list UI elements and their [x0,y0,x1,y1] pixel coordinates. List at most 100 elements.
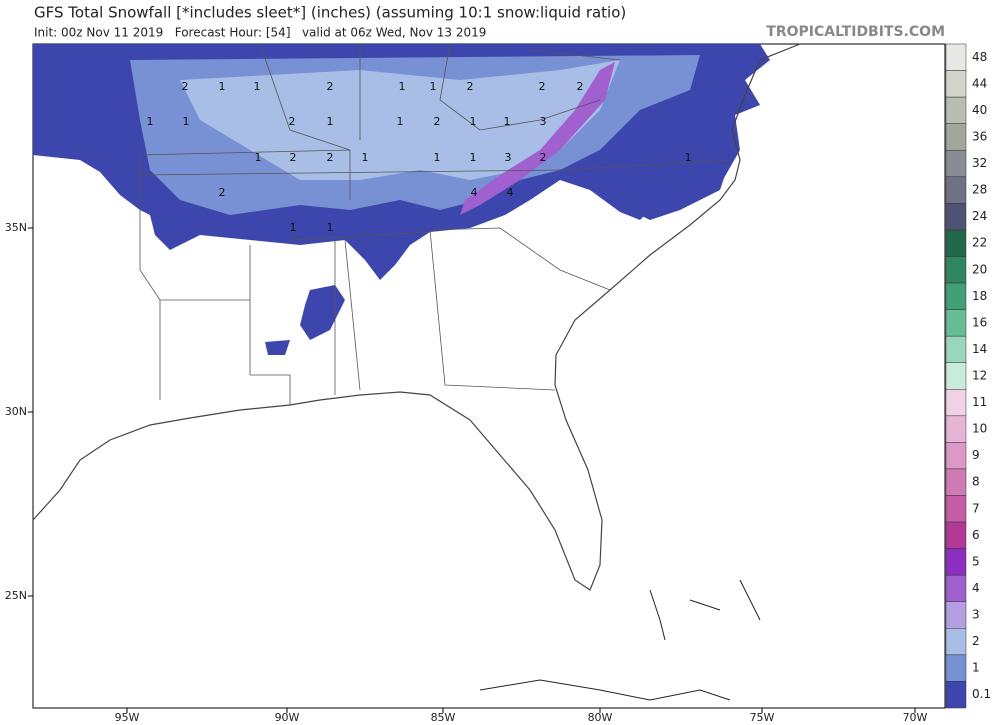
legend-swatch [945,123,967,151]
legend-label: 24 [972,209,987,223]
legend-swatch [945,389,967,417]
legend-label: 1 [972,661,980,675]
legend-label: 9 [972,448,980,462]
contour-label: 1 [397,115,404,128]
contour-label: 1 [254,80,261,93]
legend-label: 18 [972,289,987,303]
state-borders [139,43,731,405]
legend-label: 6 [972,528,980,542]
legend-swatch [945,176,967,204]
lon-label: 75W [750,711,775,724]
legend-swatch [945,256,967,284]
snow-area [265,110,730,355]
contour-label: 2 [327,151,334,164]
legend-label: 2 [972,634,980,648]
legend-label: 22 [972,236,987,250]
contour-label: 2 [219,186,226,199]
legend-label: 3 [972,608,980,622]
contour-label: 1 [504,115,511,128]
site-credit: TROPICALTIDBITS.COM [766,24,945,40]
islands [479,579,761,701]
snow-area [460,62,615,215]
contour-label: 2 [540,151,547,164]
legend-swatch [945,309,967,337]
legend-swatch [945,203,967,231]
contour-label: 1 [290,221,297,234]
legend-swatch [945,70,967,98]
legend-swatch [945,415,967,443]
contour-label: 2 [290,151,297,164]
contour-label: 1 [685,151,692,164]
map-area [32,43,946,709]
legend-swatch [945,654,967,682]
lat-label: 30N [5,405,27,418]
contour-label: 1 [399,80,406,93]
contour-label: 1 [470,115,477,128]
lon-label: 70W [903,711,928,724]
legend-label: 16 [972,315,987,329]
contour-label: 1 [362,151,369,164]
legend-swatch [945,96,967,124]
subtitle: Init: 00z Nov 11 2019 Forecast Hour: [54… [34,26,486,40]
contour-label: 1 [183,115,190,128]
legend-label: 10 [972,422,987,436]
title: GFS Total Snowfall [*includes sleet*] (i… [34,4,626,22]
contour-label: 1 [327,115,334,128]
contour-label: 1 [327,221,334,234]
contour-label: 1 [219,80,226,93]
legend-label: 44 [972,76,987,90]
legend-swatch [945,574,967,603]
legend-label: 0.1 [972,687,991,701]
legend-label: 20 [972,262,987,276]
contour-label: 1 [434,151,441,164]
contour-label: 2 [327,80,334,93]
lon-label: 90W [275,711,300,724]
contour-label: 2 [467,80,474,93]
lat-label: 25N [5,589,27,602]
contour-label: 4 [507,186,514,199]
lat-label: 35N [5,221,27,234]
legend-swatch [945,362,967,390]
contour-label: 2 [577,80,584,93]
snow-area [180,60,620,180]
lon-label: 80W [588,711,613,724]
axes: 95W 90W 85W 80W 75W 70W 35N 30N 25N [5,221,928,724]
contour-label: 1 [147,115,154,128]
legend-label: 12 [972,369,987,383]
legend-swatch [945,229,967,257]
lon-label: 95W [115,711,140,724]
contour-label: 3 [540,115,547,128]
legend-swatch [945,601,967,629]
contour-labels: 2 1 1 2 1 1 2 2 2 1 1 2 1 1 2 1 1 3 1 2 2 1 1 1 3 2 1 2 4 4 1 1 [147,80,692,234]
contour-label: 2 [539,80,546,93]
legend-label: 4 [972,581,980,595]
legend-swatch [945,442,967,470]
contour-label: 3 [505,151,512,164]
legend-swatch [945,495,967,523]
lon-label: 85W [431,711,456,724]
contour-label: 2 [289,115,296,128]
legend-label: 11 [972,395,987,409]
legend-swatch [945,282,967,310]
legend-label: 8 [972,475,980,489]
coastline [32,43,801,591]
legend: 4844403632282422201816141211109876543210… [945,43,991,709]
legend-swatch [945,521,967,549]
legend-swatch [945,681,967,709]
contour-label: 1 [430,80,437,93]
legend-swatch [945,149,967,178]
legend-swatch [945,628,967,656]
contour-label: 1 [470,151,477,164]
legend-label: 36 [972,129,987,143]
legend-swatch [945,548,967,576]
legend-label: 48 [972,50,987,64]
legend-label: 32 [972,156,987,170]
legend-label: 28 [972,183,987,197]
legend-swatch [945,468,967,496]
legend-label: 5 [972,554,980,568]
legend-swatch [945,43,967,71]
contour-label: 2 [434,115,441,128]
contour-label: 4 [471,186,478,199]
